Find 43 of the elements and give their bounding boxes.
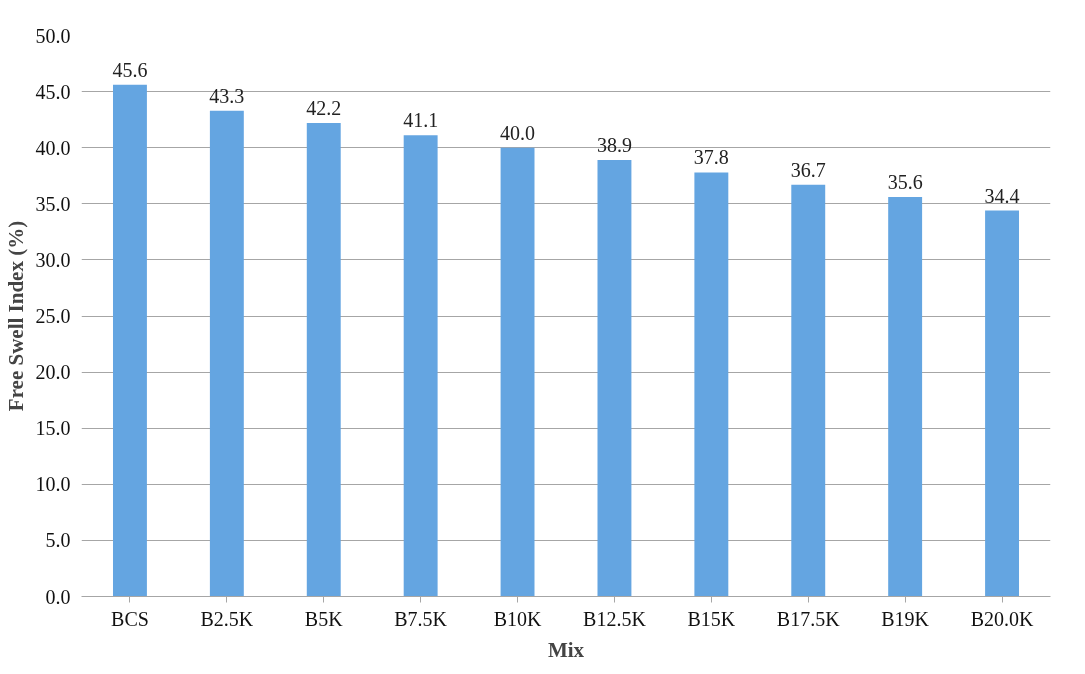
y-tick-label: 5.0 <box>45 529 71 552</box>
y-tick-label: 20.0 <box>35 361 71 384</box>
x-tick-label: BCS <box>111 607 149 630</box>
bar <box>597 160 632 597</box>
x-tick-label: B17.5K <box>776 607 841 630</box>
y-tick-label: 30.0 <box>35 248 71 271</box>
data-label: 36.7 <box>790 158 826 181</box>
bar <box>306 123 341 597</box>
bar <box>112 84 147 597</box>
x-tick-label: B5K <box>304 607 344 630</box>
x-tick-label: B2.5K <box>200 607 254 630</box>
y-tick-label: 35.0 <box>35 192 71 215</box>
data-label: 43.3 <box>209 84 245 107</box>
y-tick-label: 25.0 <box>35 305 71 327</box>
bar <box>500 147 535 597</box>
x-tick-label: B19K <box>881 607 930 630</box>
data-label: 42.2 <box>306 97 342 120</box>
x-axis-title: Mix <box>547 637 585 662</box>
y-tick-label: 45.0 <box>35 80 71 103</box>
y-tick-label: 10.0 <box>35 473 71 496</box>
bar <box>985 210 1020 597</box>
y-tick-label: 40.0 <box>35 136 71 159</box>
bar <box>791 184 826 597</box>
bar <box>694 172 729 597</box>
bar <box>888 197 923 597</box>
x-tick-label: B20.0K <box>970 607 1034 630</box>
y-axis-title: Free Swell Index (%) <box>3 220 28 412</box>
bar <box>403 135 438 597</box>
bar <box>209 110 244 597</box>
data-label: 41.1 <box>403 109 439 132</box>
data-label: 45.6 <box>112 58 148 81</box>
x-tick-label: B12.5K <box>583 607 647 630</box>
data-label: 35.6 <box>887 171 923 194</box>
data-label: 34.4 <box>984 184 1020 207</box>
y-tick-label: 50.0 <box>35 24 71 47</box>
y-tick-label: 0.0 <box>45 585 71 608</box>
data-label: 38.9 <box>596 134 632 157</box>
y-tick-label: 15.0 <box>35 417 71 440</box>
x-tick-label: B15K <box>687 607 736 630</box>
data-label: 40.0 <box>500 121 536 144</box>
x-tick-label: B10K <box>493 607 542 630</box>
data-label: 37.8 <box>693 146 729 169</box>
x-tick-label: B7.5K <box>394 607 448 630</box>
